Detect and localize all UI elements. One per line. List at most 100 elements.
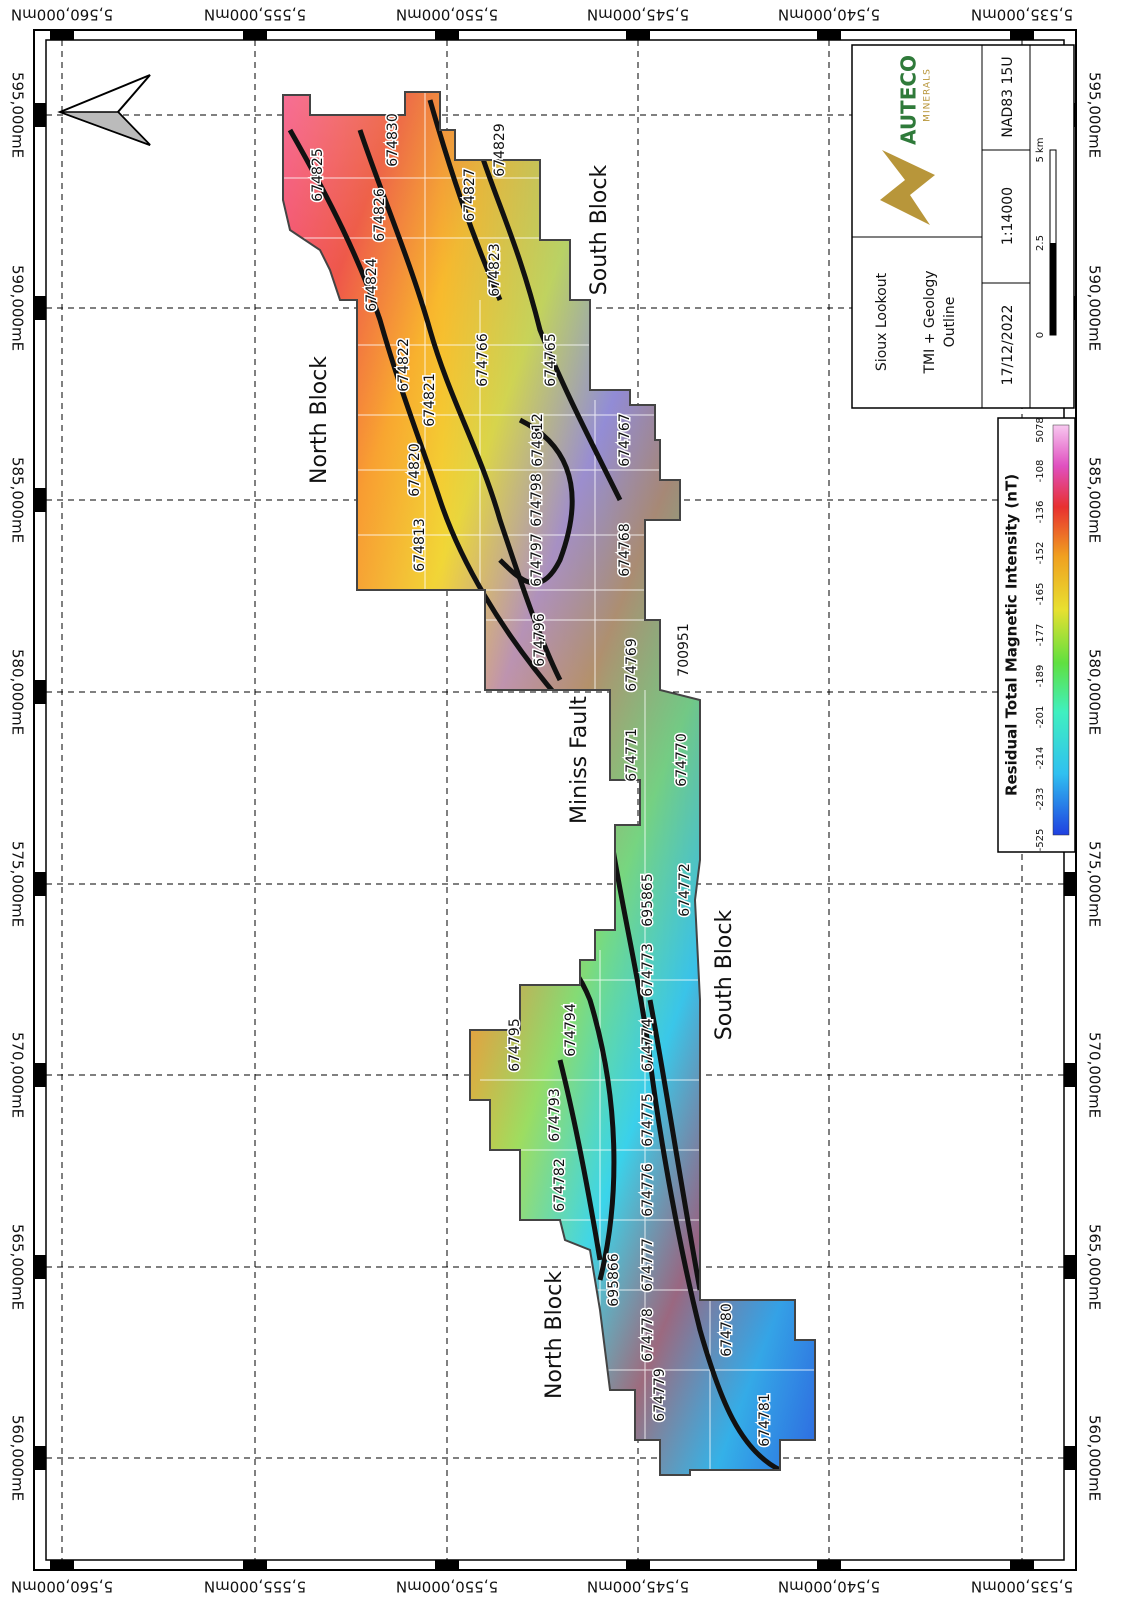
frame-tick	[1010, 30, 1034, 40]
easting-label: 575,000mE	[9, 841, 27, 927]
region-label: North Block	[307, 356, 332, 484]
claim-label: 674771	[624, 728, 640, 781]
claim-label: 674782	[552, 1158, 568, 1211]
region-label: South Block	[712, 910, 737, 1041]
frame-tick	[1064, 1446, 1076, 1470]
map-scale: 1:14000	[1000, 187, 1016, 245]
legend-label: -177	[1035, 624, 1046, 647]
frame-tick	[435, 1560, 459, 1570]
scale-label: 5 km	[1035, 137, 1046, 162]
claim-label: 700951	[676, 623, 692, 676]
northing-label: 5,550,000mN	[396, 1578, 498, 1596]
easting-label: 560,000mE	[1086, 1415, 1104, 1501]
legend-label: 5078	[1035, 417, 1046, 442]
map-subtitle-1: TMI + Geology	[922, 270, 938, 374]
claim-label: 674797	[529, 533, 545, 586]
region-label: North Block	[542, 1271, 567, 1399]
title-block: AUTECO MINERALS Sioux Lookout TMI + Geol…	[852, 45, 1074, 408]
claim-label: 674813	[412, 518, 428, 571]
scale-label: 2.5	[1035, 235, 1046, 251]
claim-label: 674780	[719, 1303, 735, 1356]
claim-label: 674768	[617, 523, 633, 576]
legend-label: -201	[1035, 706, 1046, 729]
frame-tick	[243, 30, 267, 40]
frame-tick	[34, 1446, 46, 1470]
map-subtitle-2: Outline	[942, 297, 958, 348]
scale-label: 0	[1035, 332, 1046, 338]
easting-label: 560,000mE	[9, 1415, 27, 1501]
northing-label: 5,560,000mN	[11, 6, 113, 24]
frame-tick	[34, 1063, 46, 1087]
northing-label: 5,540,000mN	[778, 6, 880, 24]
claim-label: 674781	[757, 1393, 773, 1446]
claim-label: 674820	[407, 443, 423, 496]
claim-label: 674772	[677, 863, 693, 916]
project-name: Sioux Lookout	[874, 272, 890, 371]
region-label: Miniss Fault	[567, 696, 592, 824]
legend-label: -233	[1035, 788, 1046, 811]
claim-label: 674773	[640, 943, 656, 996]
claim-label: 674826	[372, 188, 388, 242]
easting-label: 580,000mE	[1086, 649, 1104, 735]
claim-label: 674823	[487, 243, 503, 296]
northing-label: 5,560,000mN	[11, 1578, 113, 1596]
easting-label: 585,000mE	[9, 457, 27, 543]
northing-label: 5,550,000mN	[396, 6, 498, 24]
frame-tick	[34, 680, 46, 704]
claim-label: 674777	[640, 1238, 656, 1291]
claim-label: 674798	[529, 473, 545, 526]
frame-tick	[1064, 1255, 1076, 1279]
frame-tick	[34, 1255, 46, 1279]
frame-tick	[435, 30, 459, 40]
claim-label: 695865	[640, 873, 656, 926]
claim-label: 674767	[617, 413, 633, 466]
legend: Residual Total Magnetic Intensity (nT) -…	[998, 417, 1075, 852]
claim-label: 674821	[422, 373, 438, 426]
frame-tick	[817, 1560, 841, 1570]
map-date: 17/12/2022	[1000, 305, 1016, 386]
claim-label: 674822	[396, 338, 412, 391]
frame-tick	[34, 488, 46, 512]
northing-label: 5,545,000mN	[587, 6, 689, 24]
claim-label: 674825	[310, 148, 326, 201]
frame-tick	[34, 296, 46, 320]
legend-label: -165	[1035, 583, 1046, 606]
easting-label: 580,000mE	[9, 649, 27, 735]
easting-label: 590,000mE	[9, 265, 27, 351]
claim-label: 674776	[640, 1163, 656, 1217]
claim-label: 695866	[606, 1253, 622, 1307]
claim-label: 674830	[385, 113, 401, 166]
easting-label: 570,000mE	[1086, 1032, 1104, 1118]
legend-label: -108	[1035, 460, 1046, 483]
claim-label: 674774	[640, 1018, 656, 1072]
claim-label: 674766	[475, 333, 491, 387]
legend-label: -525	[1035, 829, 1046, 852]
claim-label: 674796	[532, 613, 548, 667]
easting-label: 565,000mE	[9, 1224, 27, 1310]
claim-label: 674769	[624, 638, 640, 691]
frame-tick	[817, 30, 841, 40]
easting-label: 570,000mE	[9, 1032, 27, 1118]
claim-label: 674827	[462, 168, 478, 221]
easting-label: 590,000mE	[1086, 265, 1104, 351]
frame-tick	[626, 30, 650, 40]
northing-label: 5,540,000mN	[778, 1578, 880, 1596]
claim-label: 674793	[547, 1088, 563, 1141]
region-label: South Block	[587, 165, 612, 296]
easting-label: 565,000mE	[1086, 1224, 1104, 1310]
claim-label: 674824	[364, 258, 380, 312]
northing-label: 5,555,000mN	[204, 6, 306, 24]
frame-tick	[34, 872, 46, 896]
claim-label: 674765	[543, 333, 559, 386]
easting-label: 595,000mE	[9, 72, 27, 158]
claim-label: 674775	[640, 1093, 656, 1146]
legend-label: -152	[1035, 542, 1046, 565]
logo-name: AUTECO	[897, 55, 921, 145]
frame-tick	[50, 1560, 74, 1570]
northing-label: 5,535,000mN	[971, 1578, 1073, 1596]
claim-label: 674795	[507, 1018, 523, 1071]
frame-tick	[34, 103, 46, 127]
legend-title: Residual Total Magnetic Intensity (nT)	[1003, 474, 1021, 796]
legend-label: -136	[1035, 501, 1046, 524]
northing-label: 5,545,000mN	[587, 1578, 689, 1596]
